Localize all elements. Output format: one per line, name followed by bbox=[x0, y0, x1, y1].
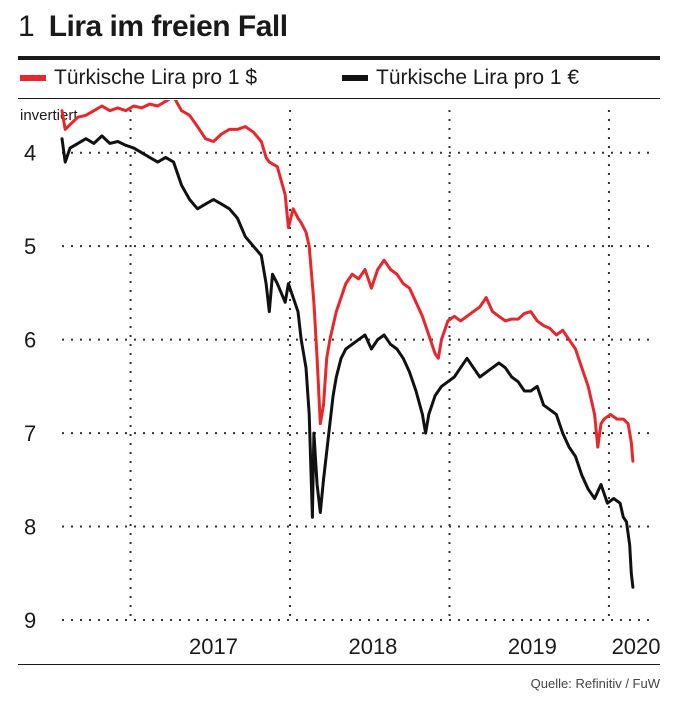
x-tick-label: 2019 bbox=[508, 634, 557, 659]
bottom-rule bbox=[18, 664, 660, 665]
legend-item-usd: Türkische Lira pro 1 $ bbox=[20, 66, 257, 90]
x-tick-label: 2018 bbox=[348, 634, 397, 659]
legend-label-eur: Türkische Lira pro 1 € bbox=[376, 66, 580, 89]
y-tick-label: 9 bbox=[24, 608, 36, 633]
top-rule bbox=[18, 56, 660, 60]
chart-title: Lira im freien Fall bbox=[48, 10, 288, 43]
series-line-eur bbox=[60, 134, 635, 589]
source-note: Quelle: Refinitiv / FuW bbox=[530, 676, 660, 691]
y-tick-label: 8 bbox=[24, 515, 36, 540]
x-tick-label: 2020 bbox=[612, 634, 661, 659]
x-tick-label: 2017 bbox=[189, 634, 238, 659]
y-tick-label: 4 bbox=[24, 141, 36, 166]
line-chart: invertiert 4 5 6 7 8 9 2017 2018 2019 2020 bbox=[20, 95, 661, 659]
legend-rule bbox=[18, 98, 660, 99]
legend-label-usd: Türkische Lira pro 1 $ bbox=[54, 66, 258, 89]
legend-swatch-usd bbox=[20, 75, 46, 81]
legend-item-eur: Türkische Lira pro 1 € bbox=[342, 66, 579, 90]
y-tick-label: 5 bbox=[24, 234, 36, 259]
y-axis-label: invertiert bbox=[20, 107, 78, 124]
legend-swatch-eur bbox=[342, 75, 368, 81]
y-tick-label: 6 bbox=[24, 328, 36, 353]
chart-area: invertiert 4 5 6 7 8 9 2017 2018 2019 2020 bbox=[0, 95, 684, 660]
figure-number: 1 bbox=[18, 10, 35, 43]
legend: Türkische Lira pro 1 $ Türkische Lira pr… bbox=[20, 66, 660, 94]
y-tick-label: 7 bbox=[24, 421, 36, 446]
chart-header: 1 Lira im freien Fall bbox=[18, 10, 288, 50]
series-line-usd bbox=[60, 95, 635, 463]
